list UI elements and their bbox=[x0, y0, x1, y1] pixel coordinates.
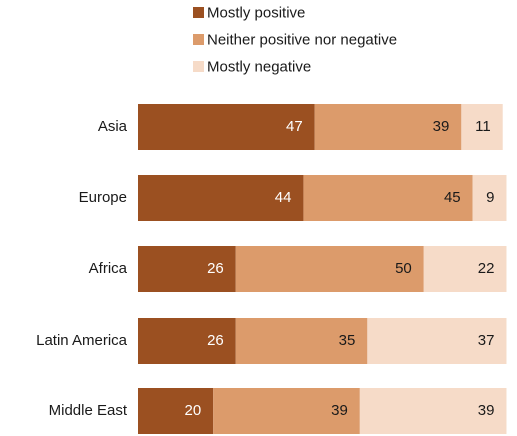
category-label-europe: Europe bbox=[79, 189, 127, 206]
category-label-latin-america: Latin America bbox=[36, 332, 128, 349]
bar-segment-africa-mostly-negative bbox=[423, 246, 507, 292]
legend-swatch-mostly-negative bbox=[193, 61, 204, 72]
bar-segment-latin-america-mostly-positive bbox=[138, 318, 236, 364]
legend-swatch-mostly-positive bbox=[193, 7, 204, 18]
bar-segment-europe-mostly-negative bbox=[472, 175, 507, 221]
bar-segment-europe-neither-positive-nor-negative bbox=[303, 175, 473, 221]
category-label-asia: Asia bbox=[98, 118, 128, 135]
chart-legend: Mostly positive Neither positive nor nega… bbox=[193, 4, 397, 75]
value-label-asia-neither-positive-nor-negative: 39 bbox=[433, 118, 450, 135]
value-label-asia-mostly-positive: 47 bbox=[286, 118, 303, 135]
value-label-europe-neither-positive-nor-negative: 45 bbox=[444, 189, 461, 206]
legend-swatch-neither-positive-nor-negative bbox=[193, 34, 204, 45]
category-label-middle-east: Middle East bbox=[49, 402, 128, 419]
bar-segment-latin-america-neither-positive-nor-negative bbox=[235, 318, 368, 364]
value-label-latin-america-mostly-positive: 26 bbox=[207, 332, 224, 349]
value-label-latin-america-mostly-negative: 37 bbox=[478, 332, 495, 349]
bar-segment-middle-east-neither-positive-nor-negative bbox=[213, 388, 360, 434]
legend-label-mostly-negative: Mostly negative bbox=[207, 58, 311, 75]
value-label-latin-america-neither-positive-nor-negative: 35 bbox=[339, 332, 356, 349]
value-label-middle-east-mostly-negative: 39 bbox=[478, 402, 495, 419]
value-label-europe-mostly-negative: 9 bbox=[486, 189, 494, 206]
value-label-middle-east-neither-positive-nor-negative: 39 bbox=[331, 402, 348, 419]
bar-segment-africa-neither-positive-nor-negative bbox=[235, 246, 424, 292]
value-label-middle-east-mostly-positive: 20 bbox=[185, 402, 202, 419]
bar-segment-asia-neither-positive-nor-negative bbox=[314, 104, 462, 150]
bar-segment-asia-mostly-negative bbox=[461, 104, 503, 150]
category-label-africa: Africa bbox=[89, 260, 128, 277]
bar-segment-middle-east-mostly-negative bbox=[359, 388, 507, 434]
value-label-africa-mostly-negative: 22 bbox=[478, 260, 495, 277]
bar-segment-asia-mostly-positive bbox=[138, 104, 315, 150]
value-label-africa-mostly-positive: 26 bbox=[207, 260, 224, 277]
bar-segment-africa-mostly-positive bbox=[138, 246, 236, 292]
bar-segment-latin-america-mostly-negative bbox=[367, 318, 507, 364]
bar-segment-europe-mostly-positive bbox=[138, 175, 304, 221]
legend-label-neither-positive-nor-negative: Neither positive nor negative bbox=[207, 31, 397, 48]
value-label-africa-neither-positive-nor-negative: 50 bbox=[395, 260, 412, 277]
value-label-europe-mostly-positive: 44 bbox=[275, 189, 292, 206]
bar-segment-middle-east-mostly-positive bbox=[138, 388, 214, 434]
legend-label-mostly-positive: Mostly positive bbox=[207, 4, 305, 21]
value-label-asia-mostly-negative: 11 bbox=[475, 118, 491, 135]
chart-bars: Asia 47 39 11 Europe 44 45 9 Africa 26 50 22 Latin A… bbox=[36, 104, 507, 434]
